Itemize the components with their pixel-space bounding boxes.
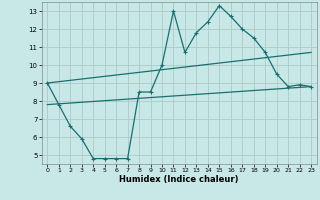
X-axis label: Humidex (Indice chaleur): Humidex (Indice chaleur) [119, 175, 239, 184]
